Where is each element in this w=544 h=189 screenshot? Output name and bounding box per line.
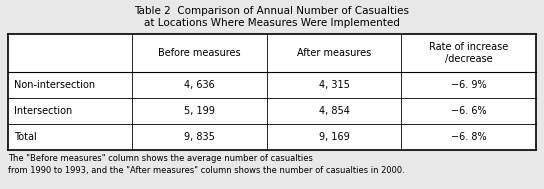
Text: Rate of increase
/decrease: Rate of increase /decrease: [429, 42, 508, 64]
Text: −6. 6%: −6. 6%: [451, 106, 486, 116]
Text: Non-intersection: Non-intersection: [14, 80, 95, 90]
Text: Intersection: Intersection: [14, 106, 72, 116]
Text: 5, 199: 5, 199: [184, 106, 215, 116]
Text: The "Before measures" column shows the average number of casualties
from 1990 to: The "Before measures" column shows the a…: [8, 154, 405, 176]
Text: 4, 854: 4, 854: [319, 106, 349, 116]
Text: Table 2  Comparison of Annual Number of Casualties: Table 2 Comparison of Annual Number of C…: [134, 6, 410, 16]
Text: −6. 9%: −6. 9%: [451, 80, 486, 90]
Bar: [8, 34, 536, 150]
Text: −6. 8%: −6. 8%: [451, 132, 486, 142]
Text: 4, 636: 4, 636: [184, 80, 215, 90]
Text: 4, 315: 4, 315: [319, 80, 349, 90]
Text: 9, 835: 9, 835: [184, 132, 215, 142]
Text: at Locations Where Measures Were Implemented: at Locations Where Measures Were Impleme…: [144, 18, 400, 28]
Text: After measures: After measures: [297, 48, 371, 58]
Text: 9, 169: 9, 169: [319, 132, 349, 142]
Text: Before measures: Before measures: [158, 48, 240, 58]
Text: Total: Total: [14, 132, 37, 142]
